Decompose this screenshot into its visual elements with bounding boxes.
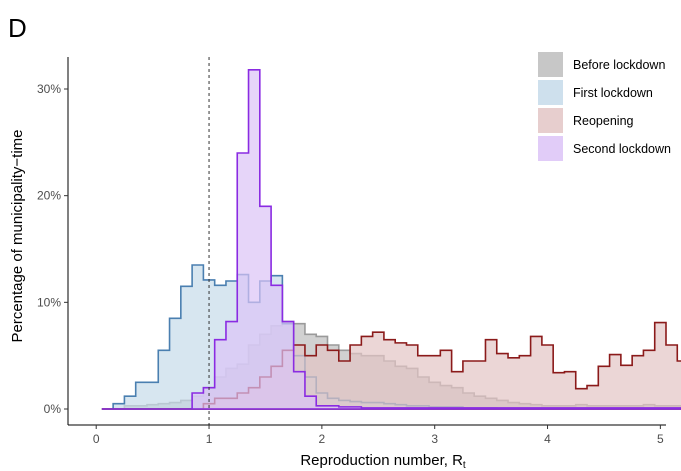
y-tick-label: 30% [37, 82, 61, 96]
legend-swatch-1 [538, 80, 563, 105]
y-axis-title: Percentage of municipality−time [9, 129, 26, 342]
series-layer [101, 69, 681, 410]
legend-swatch-0 [538, 52, 563, 77]
legend-label-2: Reopening [573, 114, 634, 128]
x-axis-title-main: Reproduction number, R [300, 452, 463, 469]
series-3-histogram [101, 69, 681, 410]
x-tick-label: 0 [93, 432, 100, 446]
x-tick-label: 4 [544, 432, 551, 446]
x-tick-label: 5 [657, 432, 664, 446]
legend-label-0: Before lockdown [573, 58, 665, 72]
legend-swatch-2 [538, 108, 563, 133]
panel-letter: D [8, 13, 27, 43]
x-tick-label: 2 [319, 432, 326, 446]
legend: Before lockdown First lockdown Reopening Se… [538, 52, 671, 161]
y-tick-label: 0% [44, 402, 62, 416]
x-tick-label: 3 [431, 432, 438, 446]
y-tick-label: 10% [37, 295, 61, 309]
x-axis-title: Reproduction number, Rt [300, 452, 466, 471]
axes-layer: 0 1 2 3 4 5 0% 10% 20% 30% [37, 57, 666, 446]
x-tick-label: 1 [206, 432, 213, 446]
y-tick-label: 20% [37, 189, 61, 203]
x-axis-title-subscript: t [463, 460, 466, 471]
legend-label-3: Second lockdown [573, 142, 671, 156]
legend-swatch-3 [538, 136, 563, 161]
legend-label-1: First lockdown [573, 86, 653, 100]
